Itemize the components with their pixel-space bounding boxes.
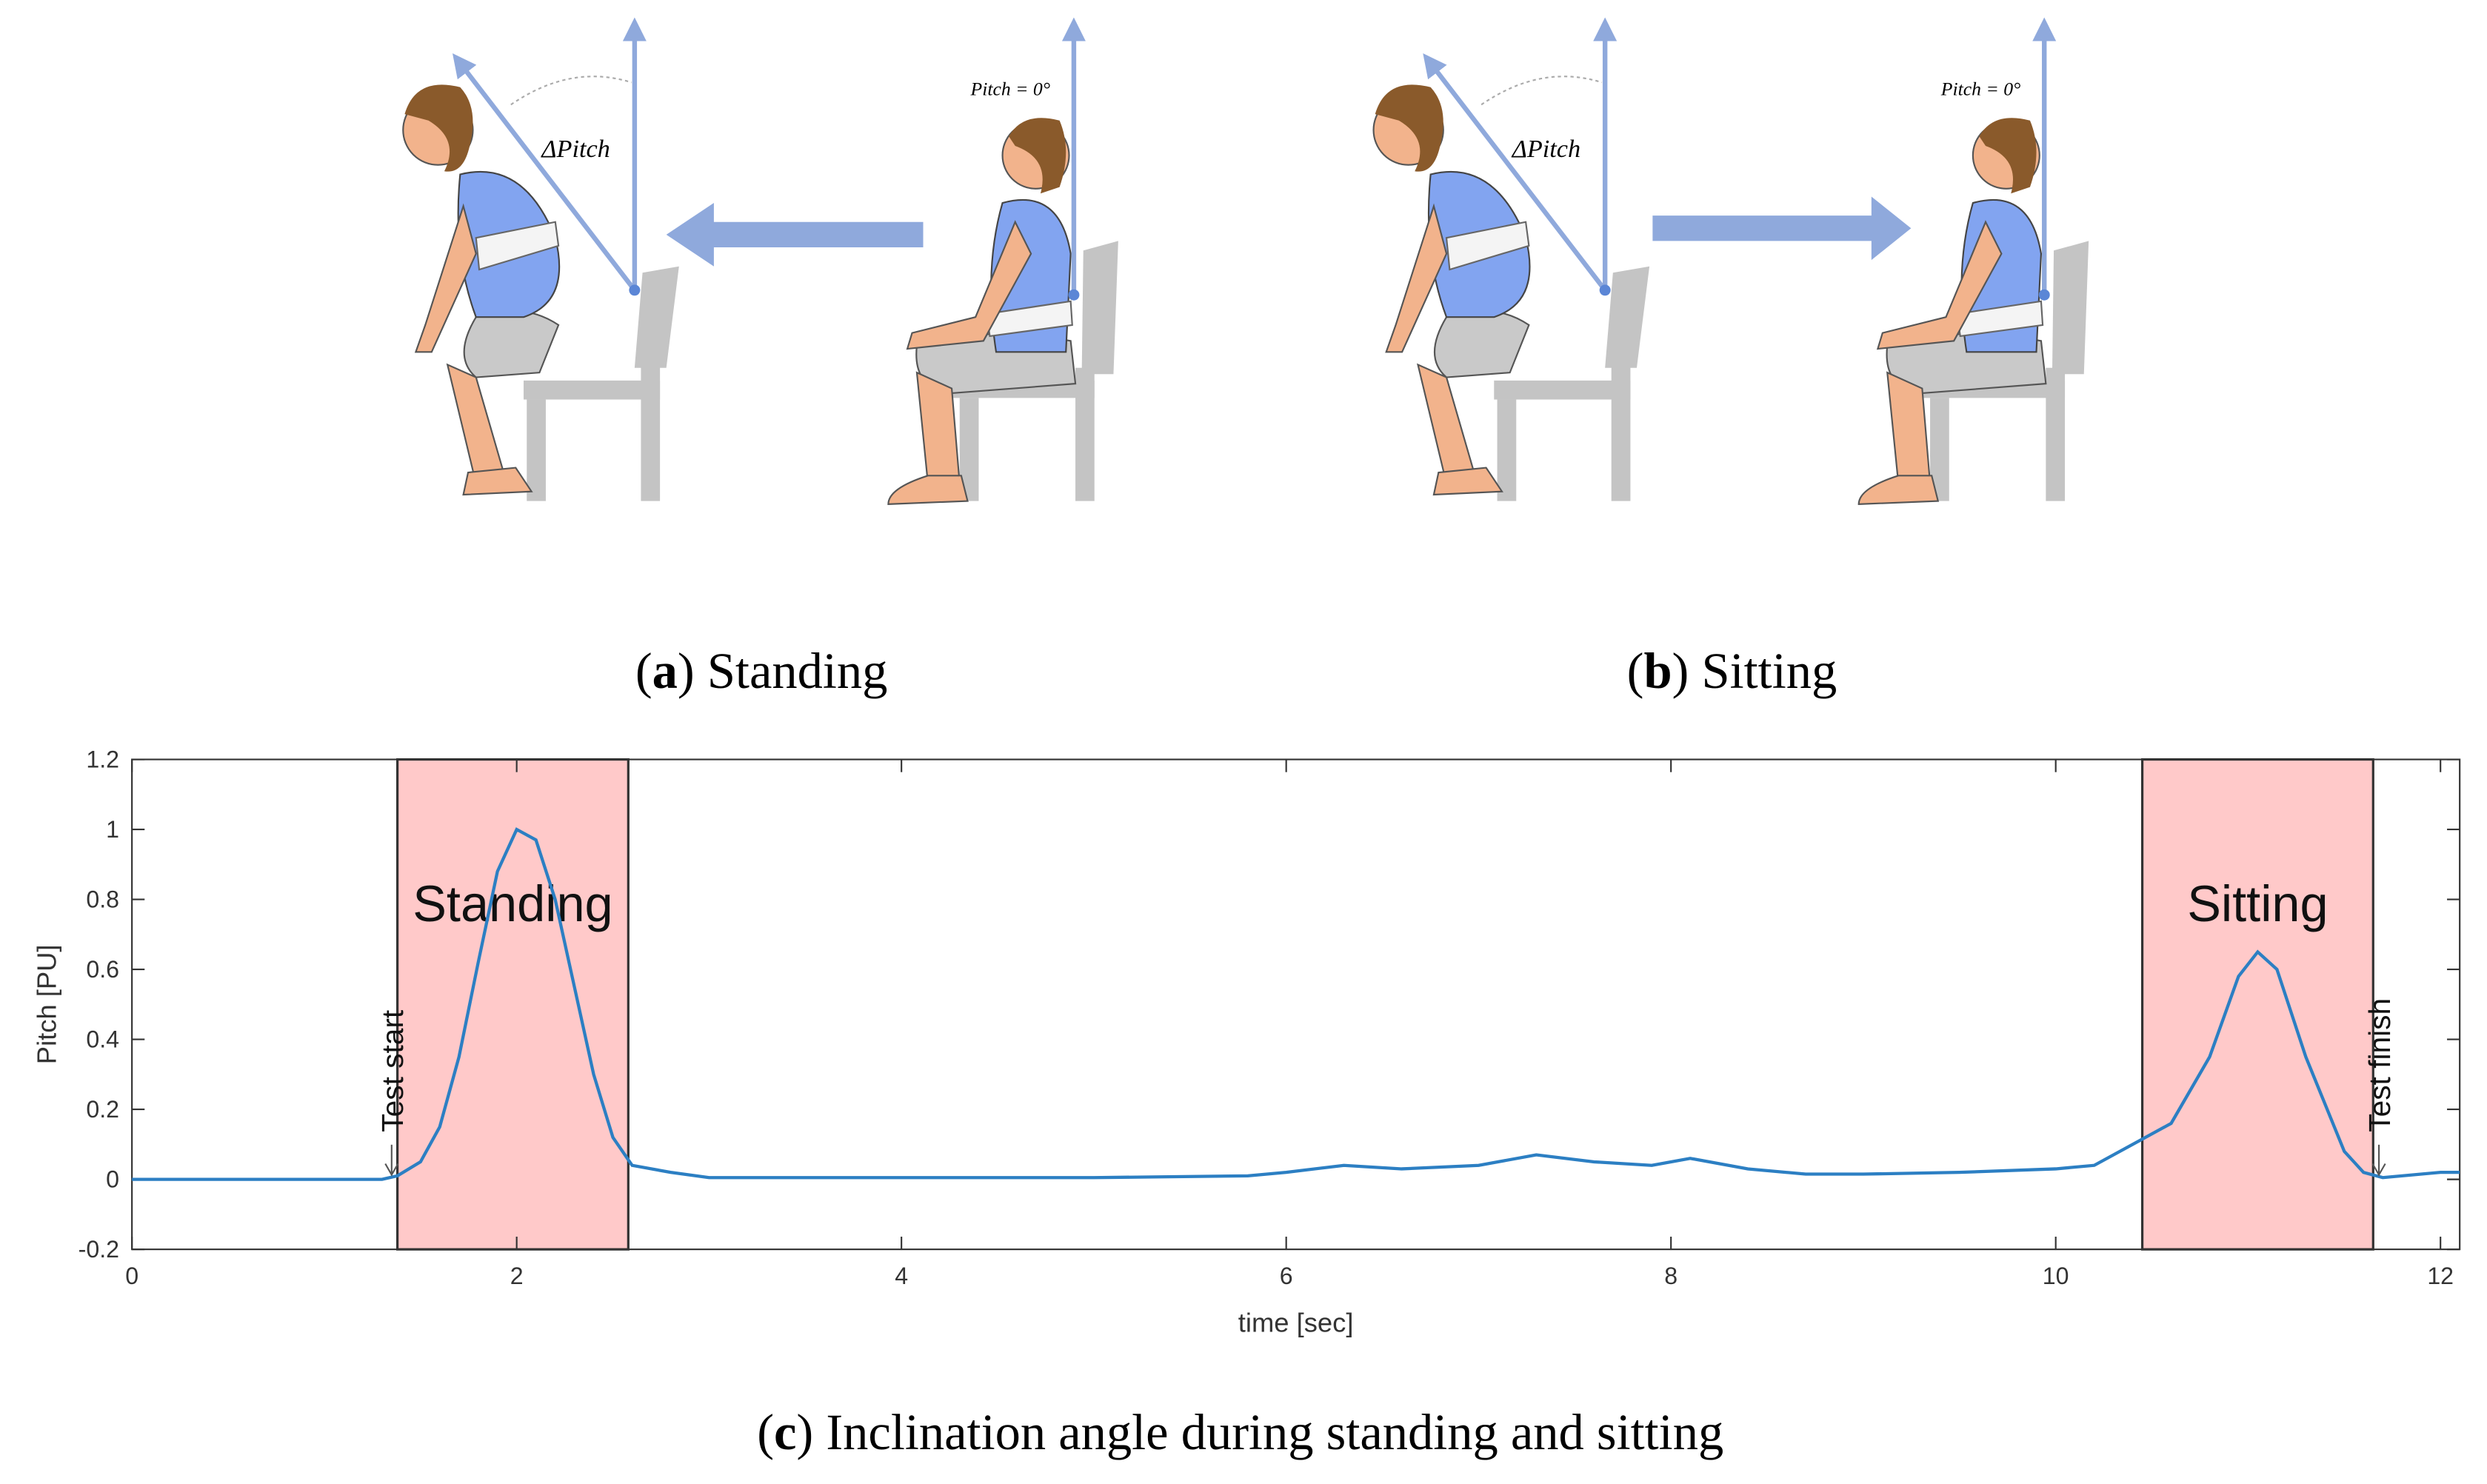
y-tick-label: 0.8 <box>86 886 119 912</box>
pitch-zero-label: Pitch = 0° <box>970 78 1051 99</box>
caption-b: (b) Sitting <box>1627 643 1837 699</box>
annotation-arrowhead <box>384 1163 399 1177</box>
illustration-standing: ΔPitch Pitch = 0° <box>403 22 1118 504</box>
annotation-label: Test finish <box>2363 998 2397 1132</box>
caption-a: (a) Standing <box>635 643 888 699</box>
x-tick-label: 12 <box>2427 1263 2454 1289</box>
pitch-zero-label: Pitch = 0° <box>1940 78 2021 99</box>
x-axis-label: time [sec] <box>1238 1307 1354 1337</box>
y-tick-label: 0.2 <box>86 1096 119 1123</box>
region-label: Standing <box>413 875 612 932</box>
y-tick-label: 1.2 <box>86 746 119 772</box>
annotation-label: Test start <box>375 1010 410 1132</box>
y-tick-label: 0 <box>106 1166 119 1192</box>
illustration-sitting: ΔPitch Pitch = 0° <box>1374 22 2089 504</box>
annotation-arrowhead <box>2371 1163 2386 1177</box>
caption-c: (c) Inclination angle during standing an… <box>757 1404 1723 1460</box>
y-axis-label: Pitch [PU] <box>31 944 61 1064</box>
data-line <box>132 827 2460 1181</box>
y-tick-label: 1 <box>106 816 119 843</box>
region <box>395 758 630 1251</box>
delta-pitch-label: ΔPitch <box>540 135 610 163</box>
x-tick-label: 0 <box>125 1263 138 1289</box>
plot-frame <box>131 758 2461 1251</box>
x-tick-label: 4 <box>895 1263 908 1289</box>
x-tick-label: 2 <box>510 1263 524 1289</box>
x-tick-label: 6 <box>1280 1263 1293 1289</box>
region <box>2140 758 2374 1251</box>
region-label: Sitting <box>2187 875 2328 932</box>
y-tick-label: -0.2 <box>79 1236 119 1263</box>
y-tick-label: 0.6 <box>86 956 119 983</box>
x-tick-label: 8 <box>1664 1263 1678 1289</box>
direction-arrow <box>666 203 924 267</box>
direction-arrow <box>1652 196 1912 261</box>
delta-pitch-label: ΔPitch <box>1511 135 1580 163</box>
x-tick-label: 10 <box>2043 1263 2069 1289</box>
y-tick-label: 0.4 <box>86 1026 119 1052</box>
